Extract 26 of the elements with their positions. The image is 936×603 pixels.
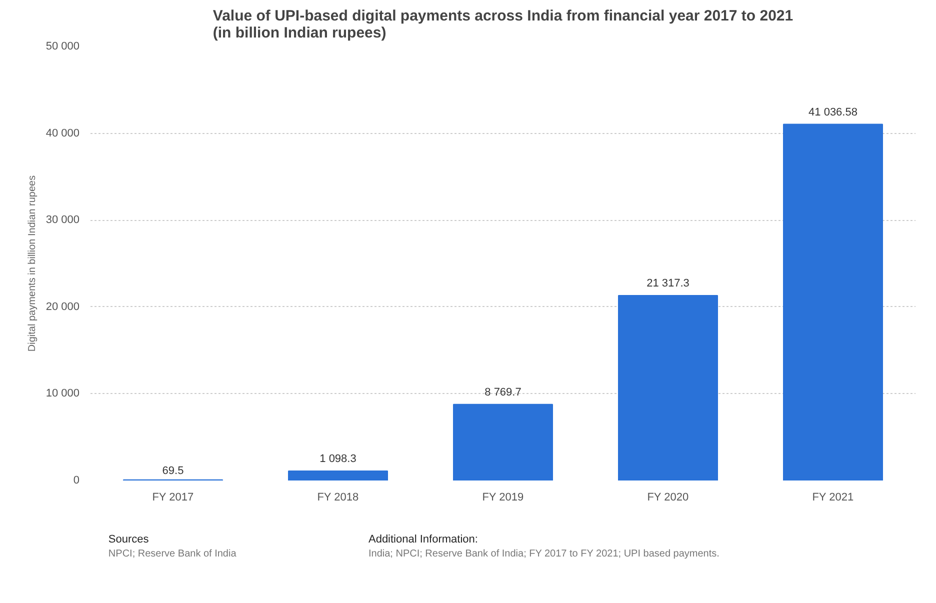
bar [618, 294, 718, 480]
y-tick-label: 30 000 [46, 214, 80, 226]
x-tick-label: FY 2019 [482, 492, 524, 504]
x-tick-label: FY 2018 [317, 492, 359, 504]
text: NPCI; Reserve Bank of India [108, 548, 237, 560]
y-tick-label: 0 [73, 474, 80, 486]
y-tick-label: 50 000 [46, 40, 80, 52]
y-axis-title: Digital payments in billion Indian rupees [26, 175, 38, 352]
x-tick-label: FY 2020 [647, 492, 689, 504]
data-label: 69.5 [162, 464, 184, 477]
bar [288, 470, 388, 480]
data-label: 8 769.7 [484, 386, 522, 398]
x-tick-label: FY 2021 [812, 492, 854, 504]
text: India; NPCI; Reserve Bank of India; FY 2017 to FY 2021; UPI based payments. [368, 548, 720, 560]
data-label: 21 317.3 [646, 277, 690, 290]
data-label: 41 036.58 [808, 106, 858, 118]
bar [453, 404, 553, 480]
x-tick-label: FY 2017 [152, 492, 194, 504]
data-label: 1 098.3 [320, 452, 356, 465]
text: Additional Information: [368, 534, 478, 546]
chart-title: Value of UPI-based digital payments across India from financial year 2017 to 2021 (in billion Indian rupees) [212, 8, 794, 42]
y-tick-label: 10 000 [46, 388, 80, 400]
text: Sources [108, 534, 150, 546]
y-tick-label: 20 000 [46, 300, 80, 313]
y-tick-label: 40 000 [46, 127, 80, 140]
bar [783, 124, 883, 480]
